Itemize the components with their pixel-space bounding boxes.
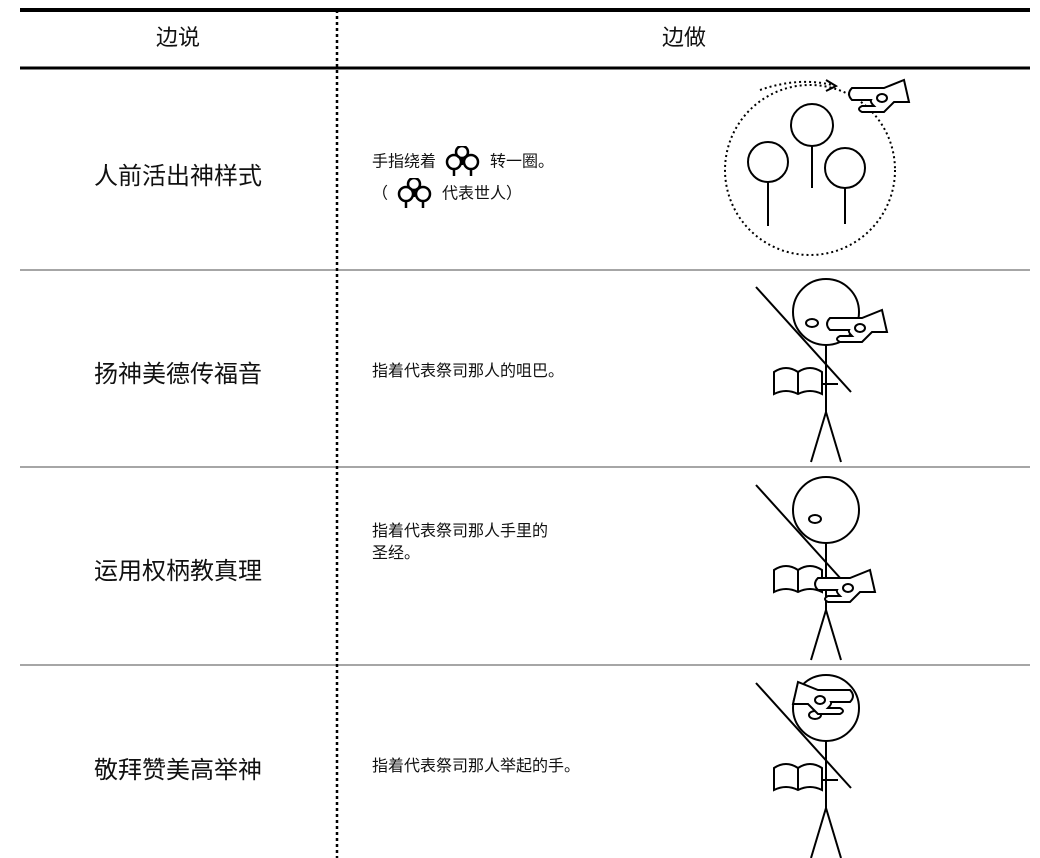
header-say: 边说 bbox=[155, 26, 200, 51]
say-text: 扬神美德传福音 bbox=[94, 360, 262, 388]
say-text: 运用权柄教真理 bbox=[94, 557, 262, 585]
figure-mouth bbox=[755, 278, 888, 463]
text: 代表世人） bbox=[442, 183, 523, 203]
people-icon bbox=[445, 146, 480, 178]
say-text: 人前活出神样式 bbox=[94, 162, 262, 190]
say-text: 敬拜赞美高举神 bbox=[94, 756, 262, 784]
circle-drawing bbox=[724, 79, 910, 256]
do-text: 手指绕着 转一圈。 （ 代表世人） bbox=[372, 146, 554, 210]
text: 手指绕着 bbox=[372, 151, 437, 171]
figure-book bbox=[755, 476, 876, 661]
figure-hand bbox=[755, 674, 860, 858]
do-text: 指着代表祭司那人举起的手。 bbox=[372, 756, 581, 775]
do-text: 指着代表祭司那人手里的圣经。 bbox=[372, 521, 549, 562]
people-icon bbox=[397, 178, 432, 210]
do-text: 指着代表祭司那人的咀巴。 bbox=[372, 361, 565, 380]
text: （ bbox=[372, 183, 389, 203]
text: 转一圈。 bbox=[490, 151, 555, 171]
header-do: 边做 bbox=[661, 26, 706, 51]
